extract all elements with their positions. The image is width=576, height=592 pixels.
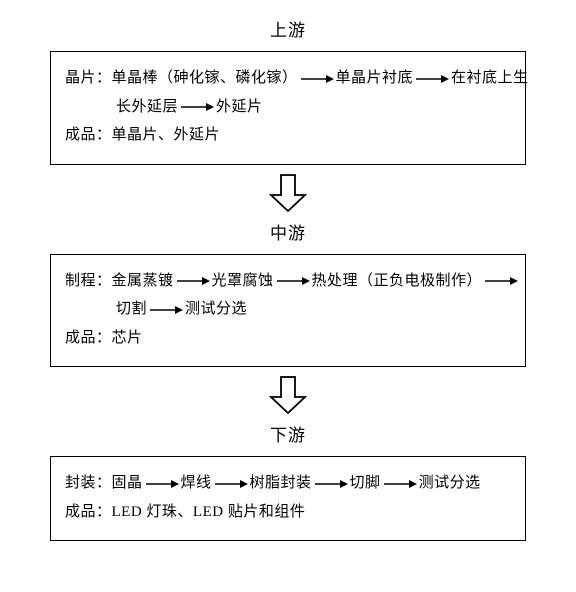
up-l1b: 单晶片衬底 <box>336 70 414 86</box>
arrow-right-icon <box>300 74 334 84</box>
down-l1d: 切脚 <box>350 475 381 491</box>
up-line3: 成品：单晶片、外延片 <box>65 121 511 150</box>
mid-l1b: 光罩腐蚀 <box>212 273 274 289</box>
mid-line2: 切割 测试分选 <box>65 295 511 324</box>
flow-diagram: 上游 晶片：单晶棒（砷化镓、磷化镓） 单晶片衬底 在衬底上生 长外延层 外延片 成品：… <box>0 0 576 551</box>
arrow-right-icon <box>149 305 183 315</box>
section-title-up: 上游 <box>50 16 526 41</box>
box-up: 晶片：单晶棒（砷化镓、磷化镓） 单晶片衬底 在衬底上生 长外延层 外延片 成品：单晶片… <box>50 51 526 165</box>
mid-line3: 成品：芯片 <box>65 324 511 353</box>
section-title-down: 下游 <box>50 421 526 446</box>
section-title-mid: 中游 <box>50 219 526 244</box>
down-l1b: 焊线 <box>181 475 212 491</box>
arrow-right-icon <box>176 276 210 286</box>
arrow-right-icon <box>276 276 310 286</box>
arrow-down-icon <box>267 375 309 415</box>
mid-l1a: 制程：金属蒸镀 <box>65 273 174 289</box>
down-line2: 成品：LED 灯珠、LED 贴片和组件 <box>65 498 511 527</box>
down-line1: 封装：固晶 焊线 树脂封装 切脚 测试分选 <box>65 469 511 498</box>
down-l1a: 封装：固晶 <box>65 475 143 491</box>
arrow-right-icon <box>214 479 248 489</box>
up-line1: 晶片：单晶棒（砷化镓、磷化镓）单晶片衬底在衬底上生 <box>65 64 511 93</box>
arrow-down-icon <box>267 173 309 213</box>
arrow-right-icon <box>180 102 214 112</box>
arrow-right-icon <box>415 74 449 84</box>
box-down: 封装：固晶 焊线 树脂封装 切脚 测试分选 成品：LED 灯珠、LED 贴片和组件 <box>50 456 526 541</box>
down-l1e: 测试分选 <box>419 475 481 491</box>
mid-line1: 制程：金属蒸镀 光罩腐蚀 热处理（正负电极制作） <box>65 267 511 296</box>
down-l1c: 树脂封装 <box>250 475 312 491</box>
mid-l1c: 热处理（正负电极制作） <box>312 273 483 289</box>
mid-l2a: 切割 <box>116 301 147 317</box>
box-mid: 制程：金属蒸镀 光罩腐蚀 热处理（正负电极制作） 切割 测试分选 成品：芯片 <box>50 254 526 368</box>
arrow-right-icon <box>383 479 417 489</box>
arrow-right-icon <box>314 479 348 489</box>
arrow-right-icon <box>484 276 518 286</box>
up-l2b: 外延片 <box>216 99 263 115</box>
up-l1a: 晶片：单晶棒（砷化镓、磷化镓） <box>65 70 298 86</box>
up-l2a: 长外延层 <box>116 99 178 115</box>
up-l1c: 在衬底上生 <box>451 70 529 86</box>
arrow-right-icon <box>145 479 179 489</box>
mid-l2b: 测试分选 <box>185 301 247 317</box>
up-line2: 长外延层 外延片 <box>65 93 511 122</box>
